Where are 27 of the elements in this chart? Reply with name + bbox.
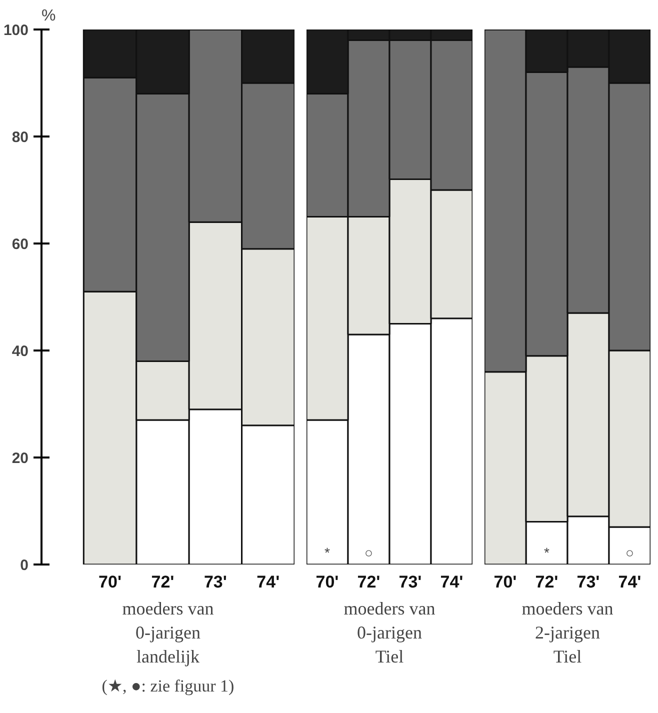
y-tick-label: 0 [20,557,28,574]
data-label: * [324,544,331,560]
x-axis-title: moeders van 0-jarigen landelijk [122,598,214,666]
y-tick-label: 100 [3,22,29,39]
x-tick-label: 73' [576,572,600,592]
x-tick-label: 70' [494,572,517,592]
y-tick-label: 40 [12,343,29,360]
y-axis-title: % [42,8,56,24]
x-tick-label: 70' [316,572,339,592]
x-axis-title: moeders van 2-jarigen Tiel [522,598,614,666]
data-label: * [544,544,550,560]
data-label: ○ [364,544,373,560]
y-tick-label: 20 [12,450,29,467]
text: (★, ●: zie figuur 1) [102,676,234,696]
x-tick-label: 74' [256,572,280,592]
x-tick-label: 74' [618,572,642,592]
x-tick-label: 70' [98,572,122,592]
x-tick-label: 74' [440,572,464,592]
data-label: ○ [626,544,634,560]
x-tick-label: 73' [398,572,422,592]
x-tick-label: 72' [357,572,380,592]
y-tick-label: 80 [12,129,29,146]
x-axis-title: moeders van 0-jarigen Tiel [344,598,436,666]
y-tick-label: 60 [12,236,29,253]
x-tick-label: 73' [204,572,227,592]
x-tick-label: 72' [151,572,174,592]
x-tick-label: 72' [535,572,558,592]
